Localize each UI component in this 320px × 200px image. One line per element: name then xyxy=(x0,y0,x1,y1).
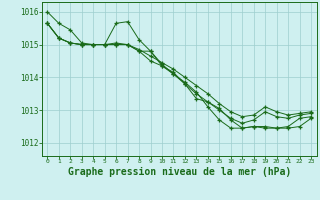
X-axis label: Graphe pression niveau de la mer (hPa): Graphe pression niveau de la mer (hPa) xyxy=(68,167,291,177)
